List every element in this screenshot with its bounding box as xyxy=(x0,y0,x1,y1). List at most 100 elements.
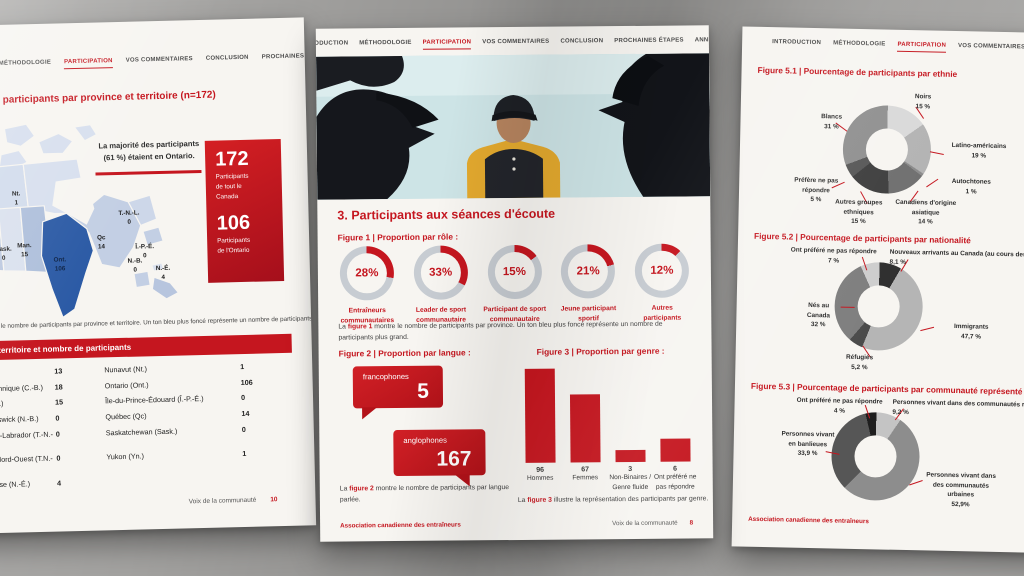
community-donut-figure: Ont préféré ne pas répondre 4 % Personnes… xyxy=(732,394,1024,553)
page-number: 8 xyxy=(689,519,694,527)
slice-label: Autochtones 1 % xyxy=(951,177,991,196)
stat-label: Participants de tout le Canada xyxy=(215,172,249,201)
ontario-callout: La majorité des participants (61 %) étai… xyxy=(98,139,200,163)
nav-item-participation[interactable]: PARTICIPATION xyxy=(64,58,113,70)
donut-hole xyxy=(857,284,901,328)
slice-label: Ont préféré ne pas répondre 7 % xyxy=(790,246,877,265)
nav-item-participation[interactable]: PARTICIPATION xyxy=(422,39,472,50)
report-name: Voix de la communauté 8 xyxy=(612,519,694,528)
bubble-value: 5 xyxy=(417,379,430,403)
bar-pas-repondre xyxy=(659,438,691,462)
page-title: Nombre de participants par province et t… xyxy=(0,89,216,108)
nationality-donut-figure: Ont préféré ne pas répondre 7 % Nouveaux … xyxy=(735,244,1024,403)
bar-value: 6 xyxy=(673,465,678,473)
nav-item-vos-commentaires[interactable]: VOS COMMENTAIRES xyxy=(125,56,193,64)
page-footer: Association canadienne des entraîneurs V… xyxy=(340,519,693,529)
stat-box: 172 Participants de tout le Canada 106 P… xyxy=(204,139,285,283)
role-donut-group: 15% Participant de sport communautaire xyxy=(479,244,550,326)
nav-item-vos-commentaires[interactable]: VOS COMMENTAIRES xyxy=(482,38,550,46)
coach-photo xyxy=(316,53,711,200)
nav-item-methodologie[interactable]: MÉTHODOLOGIE xyxy=(833,40,886,48)
bar-label: Ont préféré ne pas répondre xyxy=(653,473,697,491)
slice-label: Personnes vivant dans des communautés ru… xyxy=(892,398,1024,416)
org-name: Association canadienne des entraîneurs xyxy=(340,521,461,530)
nav-item-prochaines-etapes[interactable]: PROCHAINES ÉTAPES xyxy=(614,37,684,45)
slice-label: Latino-américains 19 % xyxy=(951,141,1007,160)
anglophones-bubble: anglophones 167 xyxy=(393,429,486,477)
nav-item-methodologie[interactable]: MÉTHODOLOGIE xyxy=(0,59,52,67)
toc-nav: INTRODUCTION MÉTHODOLOGIE PARTICIPATION … xyxy=(0,52,316,73)
bar-group: 3 Non-Binaires / Genre fluide xyxy=(607,356,653,493)
role-donut-group: 28% Entraîneurs communautaires xyxy=(332,246,403,327)
province-table: Province / territoire et nombre de parti… xyxy=(0,333,295,494)
figure1-label: Figure 1 | Proportion par rôle : xyxy=(337,231,459,243)
figure1-link[interactable]: figure 1 xyxy=(347,323,373,331)
slice-label: Réfugiés 5,2 % xyxy=(846,353,874,371)
role-donut-group: 21% Jeune participant sportif xyxy=(553,244,624,325)
donut-chart: 21% xyxy=(560,244,616,299)
bar-non-binaires xyxy=(614,449,646,463)
report-page-participants: INTRODUCTION MÉTHODOLOGIE PARTICIPATION … xyxy=(315,25,714,542)
page-number: 10 xyxy=(270,496,278,504)
donut-hole xyxy=(865,128,909,171)
toc-nav: INTRODUCTION MÉTHODOLOGIE PARTICIPATION … xyxy=(772,39,1024,58)
donut-chart: 28% xyxy=(339,246,395,301)
bar-femmes xyxy=(569,394,601,463)
bar-label: Hommes xyxy=(526,474,554,482)
nav-item-introduction[interactable]: INTRODUCTION xyxy=(315,40,349,47)
figure3-link[interactable]: figure 3 xyxy=(527,496,552,504)
bubble-label: francophones xyxy=(362,371,409,382)
photo-illustration xyxy=(316,53,711,200)
slice-label: Immigrants 47,7 % xyxy=(953,322,989,341)
leader-line xyxy=(920,326,935,332)
donut-chart: 15% xyxy=(487,244,542,300)
bubble-value: 167 xyxy=(436,447,472,471)
nav-item-conclusion[interactable]: CONCLUSION xyxy=(560,38,604,45)
nav-item-introduction[interactable]: INTRODUCTION xyxy=(772,39,822,47)
slice-label: Canadiens d'origine asiatique 14 % xyxy=(895,198,957,226)
stat-canada: 172 Participants de tout le Canada xyxy=(215,148,272,203)
figure3-caption: La figure 3 illustre la représentation d… xyxy=(517,495,709,504)
figure2-label: Figure 2 | Proportion par langue : xyxy=(338,347,471,359)
nav-item-vos-commentaires[interactable]: VOS COMMENTAIRES xyxy=(957,43,1024,51)
section-title: 3. Participants aux séances d'écoute xyxy=(337,206,556,223)
ethnicity-donut-figure: Noirs 15 % Latino-américains 19 % Autochto… xyxy=(738,78,1024,237)
bar-group: 96 Hommes xyxy=(517,357,563,494)
stat-value: 106 xyxy=(216,211,251,235)
bar-group: 67 Femmes xyxy=(562,356,608,493)
donut-chart: 12% xyxy=(634,243,690,298)
figure2-caption: La figure 2 montre le nombre de particip… xyxy=(339,484,510,504)
toc-nav: INTRODUCTION MÉTHODOLOGIE PARTICIPATION … xyxy=(315,37,713,50)
francophones-bubble: francophones 5 xyxy=(352,365,444,409)
figure1-caption: La figure 1 montre le nombre de particip… xyxy=(338,320,663,342)
nav-item-conclusion[interactable]: CONCLUSION xyxy=(205,54,249,62)
bar-group: 6 Ont préféré ne pas répondre xyxy=(652,355,698,492)
bar-value: 3 xyxy=(628,465,633,474)
report-page-participation-map: INTRODUCTION MÉTHODOLOGIE PARTICIPATION … xyxy=(0,17,317,535)
role-donut-group: 33% Leader de sport communautaire xyxy=(405,245,476,326)
canada-map-illustration xyxy=(0,123,180,318)
stat-label: Participants de l'Ontario xyxy=(217,236,251,255)
report-page-demographics: INTRODUCTION MÉTHODOLOGIE PARTICIPATION … xyxy=(731,26,1024,554)
slice-label: Personnes vivant en banlieues 33,9 % xyxy=(781,430,835,458)
ethnicity-donut-chart xyxy=(842,104,932,195)
canada-map: Nt. 1 Sask. 0 Man. 15 Ont. 106 Qc 14 T.-N.-L.… xyxy=(0,116,189,327)
slice-label: Personnes vivant dans des communautés ur… xyxy=(926,471,997,509)
bubble-label: anglophones xyxy=(403,435,447,445)
role-donut-group: 12% Autres participants xyxy=(627,243,698,324)
stat-value: 172 xyxy=(214,147,249,171)
gender-bar-chart: 96 Hommes 67 Femmes 3 Non-Binaires / Gen… xyxy=(517,355,698,493)
slice-label: Ont préféré ne pas répondre 4 % xyxy=(796,396,883,415)
bar-hommes xyxy=(524,368,556,463)
bar-label: Non-Binaires / Genre fluide xyxy=(609,473,652,492)
slice-label: Nouveaux arrivants au Canada (au cours d… xyxy=(889,248,1024,266)
role-donut-charts: 28% Entraîneurs communautaires 33% Leade… xyxy=(332,243,698,326)
page-footer: Voix de la communauté 10 xyxy=(188,496,278,506)
bar-label: Femmes xyxy=(572,474,599,482)
bar-value: 96 xyxy=(536,466,545,474)
nav-item-methodologie[interactable]: MÉTHODOLOGIE xyxy=(359,39,412,47)
figure2-link[interactable]: figure 2 xyxy=(349,485,374,493)
figure51-title: Figure 5.1 | Pourcentage de participants… xyxy=(757,64,958,80)
nav-item-participation[interactable]: PARTICIPATION xyxy=(897,41,947,53)
donut-chart: 33% xyxy=(413,245,468,300)
